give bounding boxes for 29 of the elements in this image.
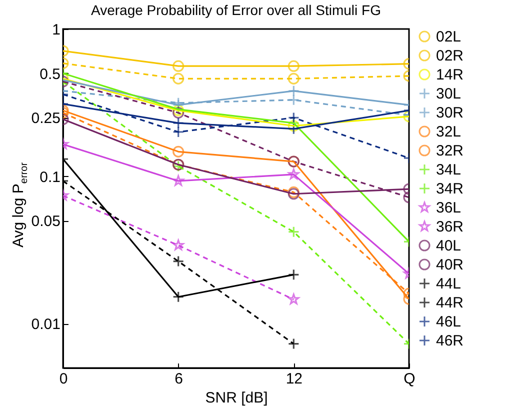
legend-label: 02R	[436, 48, 464, 64]
legend-label: 46L	[436, 314, 462, 330]
legend-label: 34R	[436, 180, 464, 198]
legend-label: 32R	[436, 142, 464, 160]
x-tick-label: 12	[286, 370, 303, 388]
legend-label: 44L	[436, 276, 462, 292]
legend-label: 46R	[436, 332, 464, 350]
legend-label: 36L	[436, 200, 462, 216]
legend-label: 44R	[436, 294, 464, 312]
legend-label: 02L	[436, 28, 462, 46]
legend-label: 30R	[436, 104, 464, 122]
x-tick-label: Q	[404, 370, 416, 388]
y-tick-label: 0.01	[31, 316, 60, 334]
y-tick-label: 0.5	[40, 66, 60, 83]
y-tick-label: 0.05	[31, 213, 60, 230]
y-tick-label: 0.1	[40, 168, 60, 186]
y-tick-label: 1	[52, 22, 60, 38]
x-tick-label: 6	[174, 370, 184, 388]
x-tick-label: 0	[59, 370, 68, 388]
legend-label: 30L	[436, 86, 462, 102]
legend-label: 36R	[436, 218, 464, 236]
legend-label: 40R	[436, 256, 464, 274]
legend-label: 32L	[436, 124, 462, 140]
legend-label: 34L	[436, 162, 462, 178]
chart-title: Average Probability of Error over all Stimuli FG	[91, 2, 381, 18]
legend-label: 40L	[436, 238, 462, 254]
legend-label: 14R	[436, 66, 464, 84]
y-tick-label: 0.25	[31, 110, 60, 128]
x-axis-title: SNR [dB]	[205, 390, 268, 406]
